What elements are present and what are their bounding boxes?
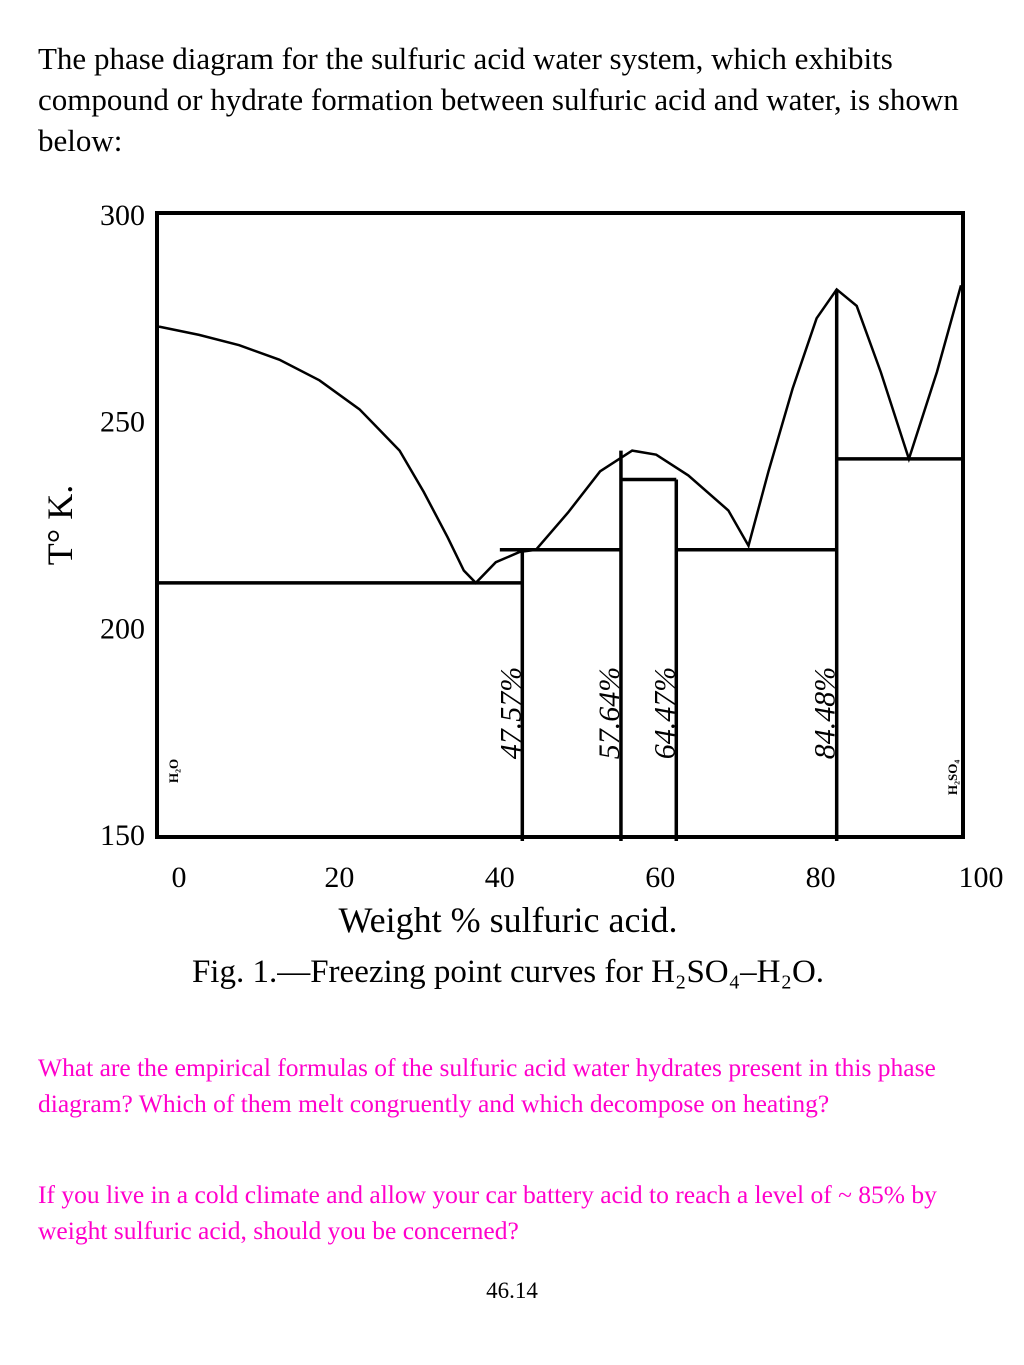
plot-frame	[155, 211, 965, 839]
y-tick-label-2: 250	[100, 406, 145, 439]
x-tick-label-3: 60	[645, 861, 675, 894]
y-tick-label-0: 150	[100, 819, 145, 852]
y-tick-label-1: 200	[100, 612, 145, 645]
page-number: 46.14	[486, 1278, 538, 1303]
right-end-label: H₂SO₄	[945, 760, 960, 795]
x-axis-ticks: 0 20 40 60 80 100	[172, 861, 1004, 894]
x-tick-label-1: 20	[324, 861, 354, 894]
x-tick-label-0: 0	[172, 861, 187, 894]
y-axis-label: T° K.	[40, 485, 80, 565]
compound-label-1: 57.64%	[593, 667, 626, 760]
compound-label-2: 64.47%	[648, 667, 681, 760]
intro-text: The phase diagram for the sulfuric acid …	[38, 41, 959, 158]
phase-diagram: 150 200 250 300 0 20 40 60 80 100 47.57% 57.64% 64…	[40, 199, 1004, 990]
question-2: If you live in a cold climate and allow …	[38, 1180, 937, 1245]
figure-caption: Fig. 1.—Freezing point curves for H₂SO₄–…	[192, 954, 824, 990]
x-axis-label: Weight % sulfuric acid.	[339, 900, 678, 940]
y-tick-label-3: 300	[100, 199, 145, 232]
y-axis-ticks: 150 200 250 300	[100, 199, 145, 852]
x-tick-label-5: 100	[959, 861, 1004, 894]
x-tick-label-2: 40	[485, 861, 515, 894]
compound-label-0: 47.57%	[494, 667, 527, 760]
question-1: What are the empirical formulas of the s…	[38, 1053, 936, 1118]
compound-label-3: 84.48%	[809, 667, 842, 760]
left-end-label: H₂O	[166, 759, 181, 783]
liquidus-curve	[158, 284, 963, 585]
compound-labels: 47.57% 57.64% 64.47% 84.48%	[494, 667, 841, 760]
eutectic-lines	[159, 457, 961, 585]
x-tick-label-4: 80	[806, 861, 836, 894]
compound-lines	[520, 289, 839, 841]
